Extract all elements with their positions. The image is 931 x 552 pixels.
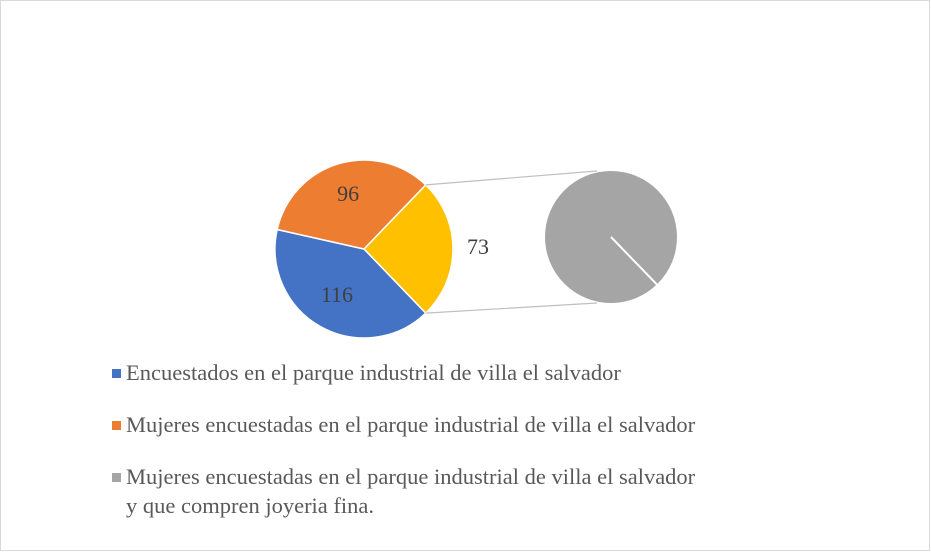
data-label: 96	[337, 181, 359, 206]
pie-slice	[276, 159, 427, 250]
legend: Encuestados en el parque industrial de v…	[110, 358, 700, 543]
connector-line	[425, 170, 598, 186]
legend-label: Mujeres encuestadas en el parque industr…	[126, 412, 696, 437]
legend-swatch	[112, 473, 121, 482]
legend-label: Mujeres encuestadas en el parque industr…	[126, 464, 696, 518]
data-label: 73	[467, 234, 489, 259]
legend-item: Encuestados en el parque industrial de v…	[110, 358, 700, 387]
slice-border	[610, 236, 658, 286]
legend-swatch	[112, 369, 121, 378]
legend-item: Mujeres encuestadas en el parque industr…	[110, 462, 700, 520]
connector-line	[425, 302, 598, 314]
legend-item: Mujeres encuestadas en el parque industr…	[110, 410, 700, 439]
legend-label: Encuestados en el parque industrial de v…	[126, 360, 621, 385]
pie-slice	[274, 228, 427, 339]
data-label: 116	[321, 282, 353, 307]
legend-swatch	[112, 421, 121, 430]
pie-slice	[362, 183, 454, 315]
